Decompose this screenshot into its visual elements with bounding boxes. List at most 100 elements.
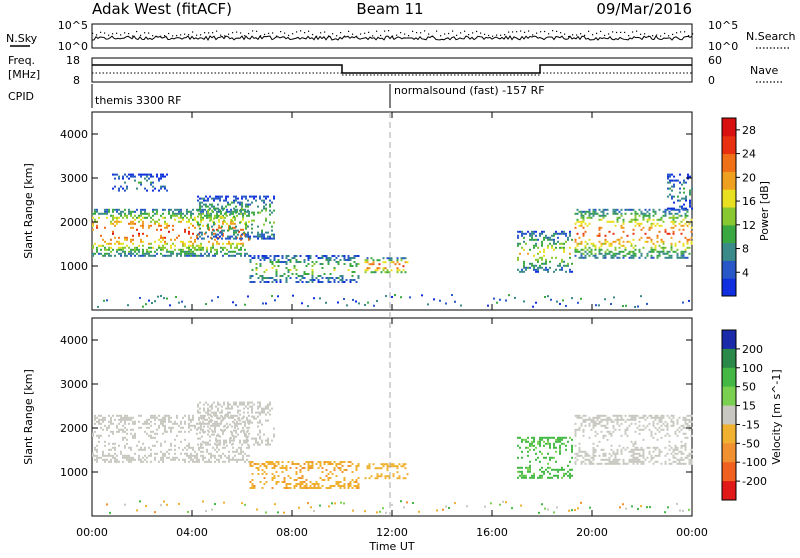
echo-cell — [122, 246, 124, 249]
echo-cell — [608, 416, 611, 419]
echo-cell — [662, 248, 665, 251]
echo-cell — [176, 212, 178, 215]
echo-cell — [297, 281, 300, 283]
echo-cell — [337, 485, 340, 487]
echo-cell — [351, 487, 354, 489]
echo-cell — [539, 474, 541, 477]
echo-cell — [227, 415, 229, 418]
echo-cell — [298, 506, 300, 509]
echo-cell — [333, 255, 336, 257]
echo-cell — [251, 437, 253, 440]
echo-cell — [301, 275, 304, 277]
echo-cell — [372, 463, 375, 466]
echo-cell — [130, 250, 132, 253]
echo-cell — [620, 226, 623, 229]
echo-cell — [289, 259, 292, 261]
echo-cell — [543, 456, 545, 459]
echo-cell — [120, 242, 122, 245]
freq-label: Freq. — [8, 54, 35, 67]
echo-cell — [241, 205, 243, 208]
echo-cell — [382, 261, 385, 264]
echo-cell — [325, 461, 328, 463]
echo-cell — [576, 250, 579, 253]
echo-cell — [269, 409, 271, 412]
echo-cell — [662, 414, 665, 417]
echo-cell — [134, 248, 136, 251]
echo-cell — [640, 416, 643, 419]
echo-cell — [108, 442, 110, 445]
echo-cell — [164, 420, 166, 423]
echo-cell — [198, 416, 200, 419]
echo-cell — [527, 468, 529, 471]
echo-cell — [630, 256, 633, 259]
echo-cell — [688, 246, 691, 249]
echo-cell — [608, 460, 611, 463]
echo-cell — [269, 259, 272, 261]
echo-cell — [152, 444, 154, 447]
echo-cell — [152, 208, 154, 211]
echo-cell — [217, 237, 219, 240]
echo-cell — [128, 456, 130, 459]
echo-cell — [214, 208, 216, 211]
nsearch-dot — [524, 31, 526, 33]
echo-cell — [549, 242, 551, 245]
echo-cell — [563, 436, 565, 439]
echo-cell — [557, 436, 559, 439]
echo-cell — [140, 210, 142, 213]
echo-cell — [606, 220, 609, 223]
echo-cell — [644, 418, 647, 421]
echo-cell — [229, 407, 231, 410]
echo-cell — [265, 419, 267, 422]
echo-cell — [594, 246, 597, 249]
echo-cell — [555, 450, 557, 453]
echo-cell — [355, 481, 358, 483]
echo-cell — [553, 240, 555, 243]
echo-cell — [275, 273, 278, 275]
echo-cell — [265, 439, 267, 442]
echo-cell — [184, 458, 186, 461]
echo-cell — [263, 207, 265, 210]
echo-cell — [154, 436, 156, 439]
echo-cell — [259, 275, 262, 277]
echo-cell — [576, 244, 579, 247]
echo-cell — [664, 454, 667, 457]
echo-cell — [154, 208, 156, 211]
echo-cell — [525, 232, 527, 235]
echo-cell — [217, 403, 219, 406]
echo-cell — [124, 444, 126, 447]
echo-cell — [205, 441, 207, 444]
echo-cell — [176, 208, 178, 211]
echo-cell — [120, 220, 122, 223]
colorbar-cell — [722, 189, 736, 208]
echo-cell — [225, 205, 227, 208]
echo-cell — [315, 261, 318, 263]
echo-cell — [235, 431, 237, 434]
echo-cell — [255, 199, 257, 202]
echo-cell — [132, 222, 134, 225]
echo-cell — [279, 279, 282, 281]
echo-cell — [349, 257, 352, 259]
echo-cell — [612, 420, 615, 423]
echo-cell — [96, 458, 98, 461]
echo-cell — [178, 458, 180, 461]
echo-cell — [208, 216, 210, 219]
echo-cell — [380, 475, 383, 478]
echo-cell — [525, 446, 527, 449]
echo-cell — [376, 475, 379, 478]
echo-cell — [219, 215, 221, 218]
echo-cell — [640, 460, 643, 463]
echo-cell — [301, 281, 304, 283]
echo-cell — [686, 422, 689, 425]
echo-cell — [247, 439, 249, 442]
echo-cell — [200, 422, 202, 425]
echo-cell — [234, 454, 236, 457]
echo-cell — [622, 446, 625, 449]
echo-cell — [166, 189, 168, 192]
echo-cell — [580, 254, 583, 257]
echo-cell — [305, 461, 308, 463]
echo-cell — [178, 210, 180, 213]
echo-cell — [594, 256, 597, 259]
echo-cell — [634, 220, 637, 223]
echo-cell — [164, 424, 166, 427]
